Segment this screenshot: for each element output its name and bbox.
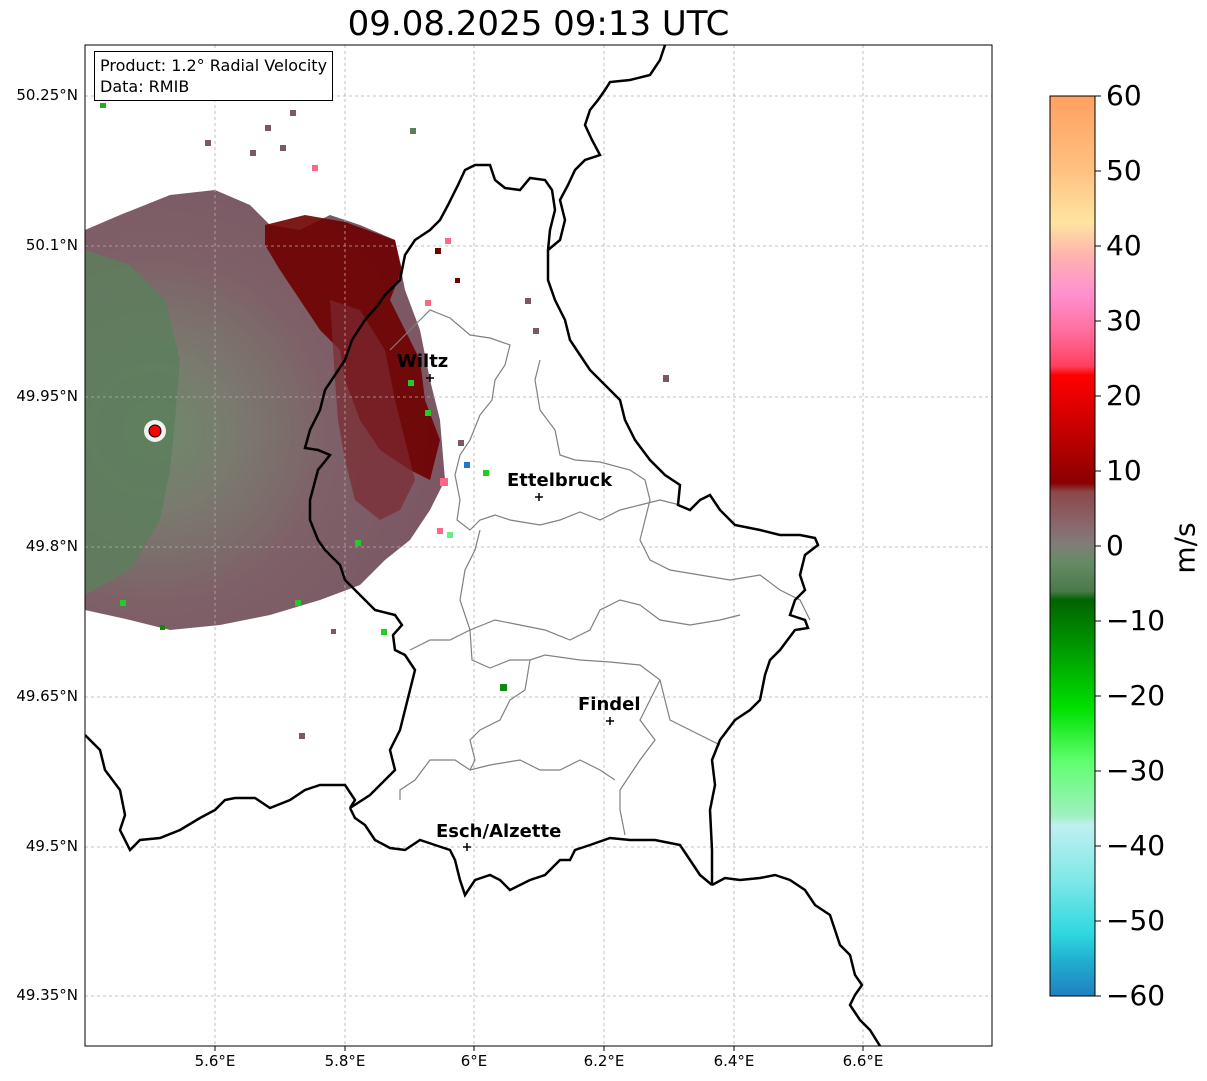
colorbar-tick-label: −40 <box>1106 829 1166 862</box>
lat-label-50-1: 50.1°N <box>25 236 78 254</box>
colorbar-tick-label: 10 <box>1106 454 1142 487</box>
city-marker-ettelbruck <box>535 493 543 501</box>
city-label-esch-alzette: Esch/Alzette <box>436 821 562 842</box>
lat-label-49-95: 49.95°N <box>16 387 78 405</box>
colorbar-tick-label: 0 <box>1106 529 1124 562</box>
city-marker-wiltz <box>426 374 434 382</box>
data-source-line: Data: RMIB <box>100 77 190 96</box>
lon-label-6: 6°E <box>460 1052 488 1070</box>
colorbar-tick-label: −10 <box>1106 604 1166 637</box>
lon-label-5-6: 5.6°E <box>194 1052 236 1070</box>
city-label-ettelbruck: Ettelbruck <box>507 470 613 491</box>
lat-label-49-5: 49.5°N <box>25 837 78 855</box>
colorbar-tick-label: −50 <box>1106 904 1166 937</box>
city-marker-esch-alzette <box>463 843 471 851</box>
colorbar-tick-label: 60 <box>1106 79 1142 112</box>
map-title: 09.08.2025 09:13 UTC <box>347 4 730 44</box>
colorbar-unit-label: m/s <box>1168 522 1202 574</box>
product-info-box: Product: 1.2° Radial Velocity Data: RMIB <box>94 51 334 101</box>
colorbar-tick-label: 50 <box>1106 154 1142 187</box>
radar-site-marker <box>148 424 162 438</box>
colorbar-tick-label: 40 <box>1106 229 1142 262</box>
receding-band-fringe <box>330 300 415 520</box>
colorbar-tick-label: −30 <box>1106 754 1166 787</box>
lon-label-5-8: 5.8°E <box>324 1052 366 1070</box>
city-marker-findel <box>606 717 614 725</box>
lon-label-6-2: 6.2°E <box>583 1052 625 1070</box>
city-markers <box>426 374 614 851</box>
colorbar-tick-label: 30 <box>1106 304 1142 337</box>
lat-label-49-65: 49.65°N <box>16 687 78 705</box>
city-label-wiltz: Wiltz <box>397 351 449 372</box>
colorbar-ticks <box>1095 95 1101 997</box>
product-info-line: Product: 1.2° Radial Velocity <box>100 56 328 75</box>
canton-boundaries <box>389 309 811 836</box>
city-label-findel: Findel <box>578 694 641 715</box>
radar-velocity-field <box>85 103 669 739</box>
colorbar-tick-label: −60 <box>1106 979 1166 1012</box>
colorbar-gradient <box>1050 96 1095 996</box>
national-borders <box>85 45 882 1046</box>
map-frame <box>84 44 993 1047</box>
lon-label-6-6: 6.6°E <box>842 1052 884 1070</box>
approaching-core <box>85 250 180 595</box>
lat-label-49-35: 49.35°N <box>16 986 78 1004</box>
lon-label-6-4: 6.4°E <box>713 1052 755 1070</box>
radar-speckles <box>100 103 669 739</box>
colorbar-tick-label: −20 <box>1106 679 1166 712</box>
colorbar-tick-label: 20 <box>1106 379 1142 412</box>
lat-label-49-8: 49.8°N <box>25 537 78 555</box>
axis-ticks <box>214 1046 864 1051</box>
lat-label-50-25: 50.25°N <box>16 86 78 104</box>
